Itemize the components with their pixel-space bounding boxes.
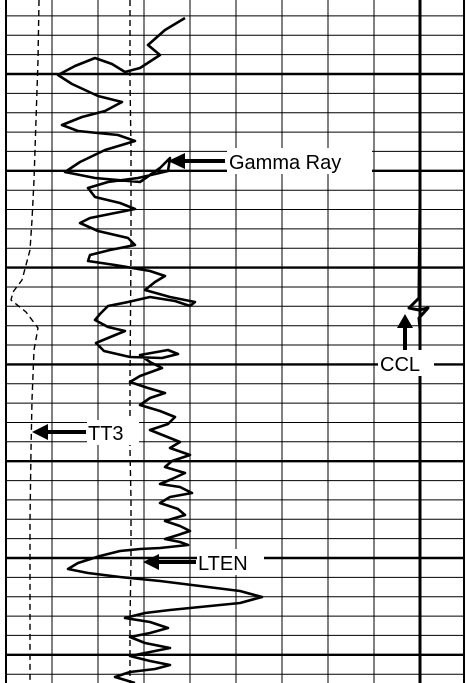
tt3-label: TT3: [88, 423, 124, 445]
tt3-arrowhead: [32, 424, 48, 440]
lten-curve: [129, 0, 132, 683]
track-border: [5, 0, 465, 683]
gamma-ray-curve: [56, 16, 264, 683]
annotation-ccl: CCL: [378, 314, 434, 376]
gamma-ray-arrowhead: [168, 153, 185, 169]
gamma-ray-label: Gamma Ray: [229, 152, 341, 174]
annotation-tt3: TT3: [32, 420, 139, 445]
gamma-ray-label-bg: [227, 148, 372, 174]
lten-label: LTEN: [198, 553, 248, 575]
tt3-curve: [10, 0, 40, 683]
ccl-label: CCL: [380, 354, 420, 376]
ccl-label-bg: [378, 350, 434, 376]
ccl-curve: [407, 0, 430, 683]
lten-label-bg: [197, 549, 264, 575]
annotation-lten: LTEN: [143, 549, 264, 575]
lten-arrowhead: [143, 554, 159, 570]
log-curves: [10, 0, 430, 683]
annotation-gamma-ray: Gamma Ray: [168, 148, 372, 174]
grid-fine-lines: [6, 0, 464, 683]
ccl-arrowhead: [397, 314, 413, 328]
tt3-label-bg: [87, 420, 139, 445]
